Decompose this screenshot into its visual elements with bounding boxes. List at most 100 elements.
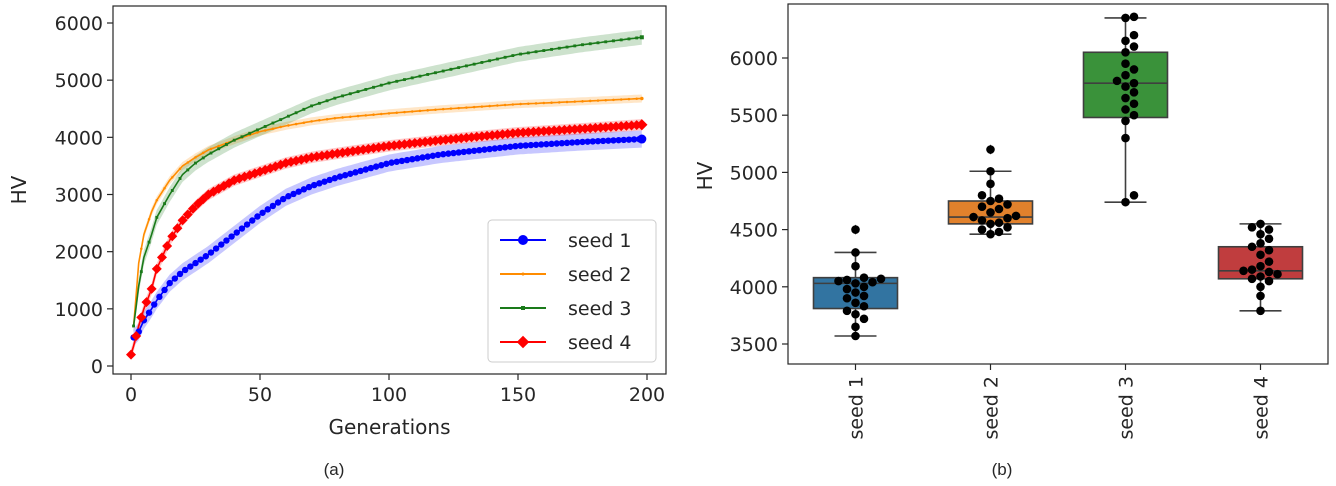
marker-seed-2 (558, 101, 561, 104)
marker-seed-1 (599, 137, 607, 145)
marker-seed-1 (455, 149, 462, 156)
marker-seed-3 (155, 215, 159, 219)
marker-seed-2 (596, 99, 600, 102)
marker-seed-3 (581, 43, 584, 47)
marker-seed-2 (627, 97, 631, 101)
data-point (1003, 200, 1012, 209)
marker-seed-2 (155, 198, 159, 202)
marker-seed-1 (584, 138, 591, 145)
y-tick-label: 2000 (55, 242, 103, 264)
marker-seed-1 (326, 176, 333, 184)
marker-seed-2 (310, 120, 313, 123)
marker-seed-2 (372, 113, 375, 116)
legend-label: seed 1 (568, 230, 631, 252)
marker-seed-3 (441, 69, 445, 73)
marker-seed-1 (501, 144, 509, 151)
data-point (994, 194, 1004, 204)
x-tick-label: seed 1 (846, 376, 868, 439)
marker-seed-1 (295, 188, 302, 195)
data-point (859, 301, 869, 311)
marker-seed-1 (434, 151, 442, 159)
x-tick-label: 150 (500, 384, 536, 406)
data-point (1121, 47, 1130, 57)
marker-seed-1 (187, 263, 194, 270)
marker-seed-3 (387, 81, 391, 85)
marker-seed-4 (513, 127, 523, 138)
marker-seed-2 (612, 98, 615, 102)
marker-seed-1 (202, 253, 210, 260)
marker-seed-3 (310, 104, 314, 108)
marker-seed-3 (410, 76, 414, 80)
marker-seed-2 (318, 119, 321, 122)
marker-seed-1 (166, 279, 173, 287)
y-tick-label: 4000 (730, 277, 778, 299)
legend-marker (521, 272, 525, 276)
marker-seed-3 (379, 83, 383, 87)
marker-seed-1 (398, 157, 406, 165)
marker-seed-3 (178, 177, 182, 180)
marker-seed-3 (348, 92, 352, 96)
data-point (986, 229, 995, 239)
data-point (1256, 306, 1265, 316)
marker-seed-3 (163, 202, 166, 206)
marker-seed-3 (534, 50, 538, 54)
marker-seed-1 (450, 149, 457, 157)
y-tick-label: 0 (91, 356, 103, 378)
data-point (851, 298, 860, 308)
marker-seed-3 (132, 324, 136, 328)
marker-seed-1 (568, 139, 576, 146)
data-point (1121, 197, 1130, 207)
marker-seed-1 (620, 136, 627, 144)
legend-marker (516, 335, 530, 349)
marker-seed-3 (488, 59, 492, 63)
end-marker-seed-2 (640, 96, 644, 101)
marker-seed-1 (465, 148, 473, 155)
data-point (1264, 276, 1274, 286)
plot-frame (787, 3, 1329, 365)
y-tick-label: 1000 (55, 299, 103, 321)
marker-seed-3 (194, 161, 197, 165)
data-point (969, 212, 978, 222)
marker-seed-3 (526, 51, 530, 55)
marker-seed-1 (310, 181, 318, 189)
marker-seed-2 (581, 100, 584, 103)
marker-seed-1 (445, 150, 452, 157)
marker-seed-2 (542, 101, 546, 105)
marker-seed-1 (218, 241, 225, 248)
legend-box (487, 219, 657, 363)
marker-seed-1 (563, 139, 571, 147)
marker-seed-2 (217, 144, 220, 148)
marker-seed-3 (457, 66, 461, 70)
marker-seed-1 (151, 301, 158, 308)
data-point (851, 279, 860, 288)
marker-seed-1 (254, 213, 261, 220)
marker-seed-3 (403, 78, 406, 82)
data-point (977, 216, 987, 225)
marker-seed-1 (589, 138, 597, 145)
data-point (1129, 99, 1139, 109)
caption: (a) (324, 460, 345, 479)
marker-seed-4 (187, 203, 198, 214)
marker-seed-1 (212, 245, 220, 252)
legend: seed 1 seed 2 seed 3 seed 4 (487, 219, 657, 363)
marker-seed-1 (532, 141, 540, 148)
marker-seed-3 (426, 73, 430, 76)
data-point (1264, 234, 1274, 244)
data-point (1129, 190, 1139, 200)
data-point (1256, 229, 1265, 239)
end-marker-seed-4 (636, 119, 648, 131)
marker-seed-2 (496, 104, 499, 107)
y-tick-label: 6000 (55, 13, 103, 35)
data-point (859, 291, 869, 301)
y-axis-label: HV (693, 161, 717, 190)
data-point (1256, 219, 1265, 229)
marker-seed-4 (156, 252, 167, 263)
marker-seed-1 (290, 190, 297, 198)
marker-seed-1 (280, 195, 287, 203)
series-markers (126, 35, 648, 360)
data-point (842, 306, 852, 316)
marker-seed-1 (424, 153, 431, 160)
marker-seed-1 (439, 150, 447, 158)
marker-seed-3 (317, 101, 321, 105)
